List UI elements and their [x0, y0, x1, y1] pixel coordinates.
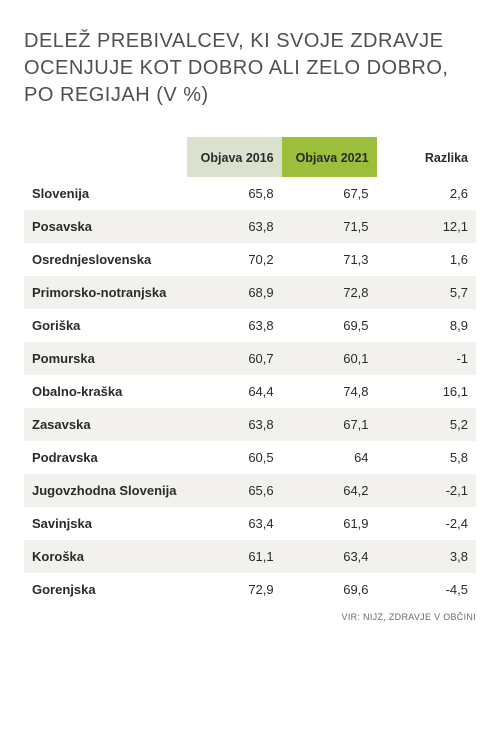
cell-diff: -2,1: [377, 474, 476, 507]
cell-2021: 67,5: [282, 177, 377, 210]
col-2021: Objava 2021: [282, 137, 377, 177]
cell-2016: 63,8: [187, 210, 282, 243]
col-2016: Objava 2016: [187, 137, 282, 177]
table-row: Goriška 63,8 69,5 8,9: [24, 309, 476, 342]
cell-2021: 64: [282, 441, 377, 474]
cell-diff: 3,8: [377, 540, 476, 573]
table-row: Koroška 61,1 63,4 3,8: [24, 540, 476, 573]
cell-diff: 12,1: [377, 210, 476, 243]
cell-region: Slovenija: [24, 177, 187, 210]
cell-2021: 69,6: [282, 573, 377, 606]
table-row: Primorsko-notranjska 68,9 72,8 5,7: [24, 276, 476, 309]
cell-2016: 63,8: [187, 408, 282, 441]
cell-region: Pomurska: [24, 342, 187, 375]
cell-2016: 60,7: [187, 342, 282, 375]
cell-2021: 71,3: [282, 243, 377, 276]
cell-region: Osrednjeslovenska: [24, 243, 187, 276]
cell-region: Koroška: [24, 540, 187, 573]
table-header-row: Objava 2016 Objava 2021 Razlika: [24, 137, 476, 177]
table-row: Gorenjska 72,9 69,6 -4,5: [24, 573, 476, 606]
page-title: DELEŽ PREBIVALCEV, KI SVOJE ZDRAVJE OCEN…: [24, 28, 476, 109]
cell-2021: 61,9: [282, 507, 377, 540]
cell-diff: 8,9: [377, 309, 476, 342]
col-diff: Razlika: [377, 137, 476, 177]
table-row: Slovenija 65,8 67,5 2,6: [24, 177, 476, 210]
cell-2016: 65,8: [187, 177, 282, 210]
table-row: Posavska 63,8 71,5 12,1: [24, 210, 476, 243]
cell-diff: 5,7: [377, 276, 476, 309]
cell-2016: 72,9: [187, 573, 282, 606]
cell-diff: 1,6: [377, 243, 476, 276]
cell-diff: -1: [377, 342, 476, 375]
cell-diff: -4,5: [377, 573, 476, 606]
col-region: [24, 137, 187, 177]
source-text: VIR: NIJZ, ZDRAVJE V OBČINI: [24, 612, 476, 622]
cell-2021: 72,8: [282, 276, 377, 309]
cell-2016: 64,4: [187, 375, 282, 408]
cell-2021: 64,2: [282, 474, 377, 507]
data-table: Objava 2016 Objava 2021 Razlika Slovenij…: [24, 137, 476, 606]
cell-2016: 63,4: [187, 507, 282, 540]
cell-diff: 5,8: [377, 441, 476, 474]
cell-2021: 74,8: [282, 375, 377, 408]
cell-region: Gorenjska: [24, 573, 187, 606]
cell-2016: 63,8: [187, 309, 282, 342]
cell-region: Zasavska: [24, 408, 187, 441]
cell-2016: 68,9: [187, 276, 282, 309]
cell-region: Primorsko-notranjska: [24, 276, 187, 309]
table-row: Pomurska 60,7 60,1 -1: [24, 342, 476, 375]
table-row: Zasavska 63,8 67,1 5,2: [24, 408, 476, 441]
cell-region: Goriška: [24, 309, 187, 342]
table-row: Podravska 60,5 64 5,8: [24, 441, 476, 474]
table-row: Savinjska 63,4 61,9 -2,4: [24, 507, 476, 540]
table-body: Slovenija 65,8 67,5 2,6 Posavska 63,8 71…: [24, 177, 476, 606]
cell-diff: 16,1: [377, 375, 476, 408]
cell-2021: 67,1: [282, 408, 377, 441]
table-row: Osrednjeslovenska 70,2 71,3 1,6: [24, 243, 476, 276]
cell-region: Savinjska: [24, 507, 187, 540]
cell-2021: 71,5: [282, 210, 377, 243]
cell-diff: -2,4: [377, 507, 476, 540]
cell-2016: 65,6: [187, 474, 282, 507]
cell-region: Podravska: [24, 441, 187, 474]
cell-2016: 70,2: [187, 243, 282, 276]
cell-2021: 69,5: [282, 309, 377, 342]
cell-2021: 60,1: [282, 342, 377, 375]
cell-diff: 2,6: [377, 177, 476, 210]
cell-2016: 60,5: [187, 441, 282, 474]
cell-2021: 63,4: [282, 540, 377, 573]
cell-region: Obalno-kraška: [24, 375, 187, 408]
cell-region: Posavska: [24, 210, 187, 243]
table-row: Jugovzhodna Slovenija 65,6 64,2 -2,1: [24, 474, 476, 507]
cell-region: Jugovzhodna Slovenija: [24, 474, 187, 507]
table-row: Obalno-kraška 64,4 74,8 16,1: [24, 375, 476, 408]
cell-diff: 5,2: [377, 408, 476, 441]
cell-2016: 61,1: [187, 540, 282, 573]
